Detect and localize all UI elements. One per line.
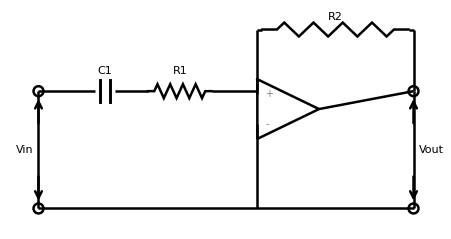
Text: C1: C1 — [98, 66, 112, 76]
Text: -: - — [265, 119, 269, 129]
Text: R1: R1 — [172, 66, 187, 76]
Text: Vin: Vin — [16, 145, 33, 155]
Text: Vout: Vout — [419, 145, 443, 155]
Text: +: + — [265, 89, 273, 99]
Text: R2: R2 — [328, 11, 343, 22]
